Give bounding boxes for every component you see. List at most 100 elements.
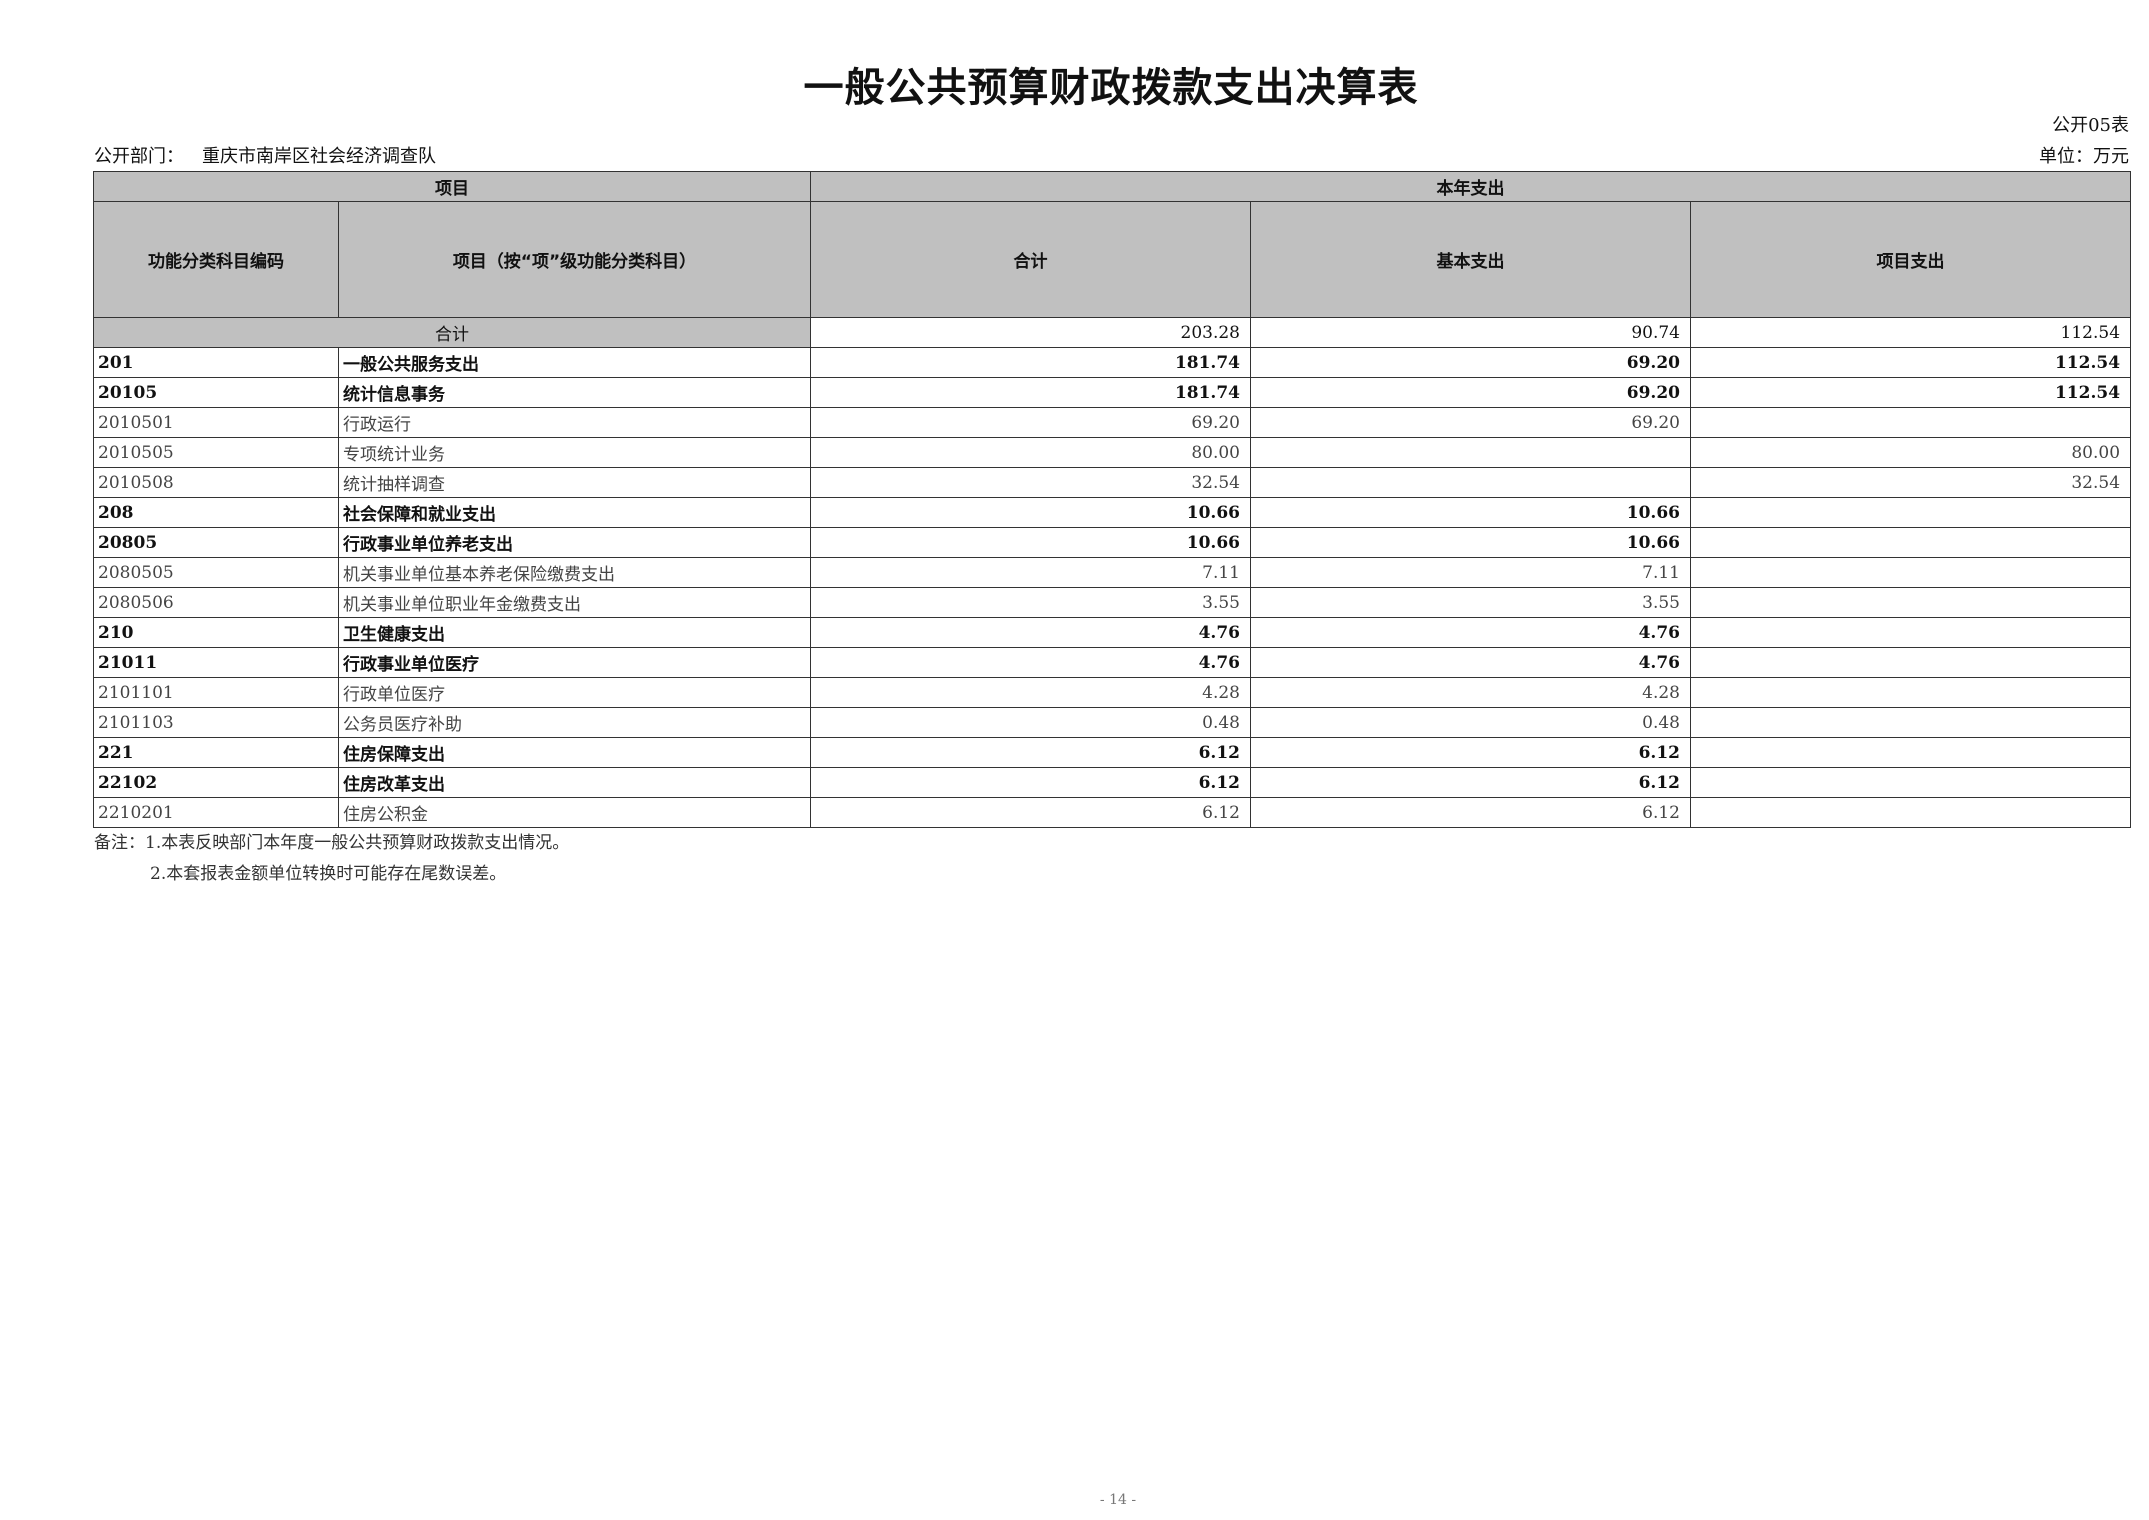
row-basic: 6.12 [1250,737,1691,768]
row-total: 4.76 [810,647,1251,678]
row-name: 卫生健康支出 [338,617,811,648]
row-basic: 7.11 [1250,557,1691,588]
note-2: 2.本套报表金额单位转换时可能存在尾数误差。 [150,864,507,884]
row-name: 住房保障支出 [338,737,811,768]
row-total: 7.11 [810,557,1251,588]
row-code: 2080505 [93,557,339,588]
row-total: 181.74 [810,347,1251,378]
row-total: 69.20 [810,407,1251,438]
row-name: 行政单位医疗 [338,677,811,708]
row-project [1689,707,2132,738]
row-basic: 4.76 [1250,647,1691,678]
row-name: 机关事业单位职业年金缴费支出 [338,587,811,618]
row-total: 10.66 [810,527,1251,558]
row-basic: 0.48 [1250,707,1691,738]
header-total: 合计 [810,201,1251,318]
total-label: 合计 [93,317,811,348]
page-title: 一般公共预算财政拨款支出决算表 [803,65,1419,111]
table-row: 2080505 机关事业单位基本养老保险缴费支出 7.11 7.11 [93,557,2132,588]
row-basic: 4.76 [1250,617,1691,648]
unit-label: 单位：万元 [2039,146,2129,167]
total-project: 112.54 [1689,317,2132,348]
row-basic: 3.55 [1250,587,1691,618]
row-code: 21011 [93,647,339,678]
row-name: 行政事业单位医疗 [338,647,811,678]
row-code: 201 [93,347,339,378]
row-project [1689,557,2132,588]
row-total: 6.12 [810,737,1251,768]
department-label: 公开部门： [94,146,184,167]
row-code: 2101103 [93,707,339,738]
row-basic: 69.20 [1250,407,1691,438]
table-row: 201 一般公共服务支出 181.74 69.20 112.54 [93,347,2132,378]
table-row: 2101101 行政单位医疗 4.28 4.28 [93,677,2132,708]
note-1: 备注：1.本表反映部门本年度一般公共预算财政拨款支出情况。 [94,833,570,853]
header-row-1: 项目 本年支出 [93,171,2132,202]
row-project: 80.00 [1689,437,2132,468]
row-name: 统计信息事务 [338,377,811,408]
row-code: 22102 [93,767,339,798]
row-code: 2010505 [93,437,339,468]
row-total: 6.12 [810,767,1251,798]
total-row: 合计 203.28 90.74 112.54 [93,317,2132,348]
row-basic: 10.66 [1250,497,1691,528]
row-project [1689,797,2132,828]
row-project [1689,737,2132,768]
table-row: 2010501 行政运行 69.20 69.20 [93,407,2132,438]
row-name: 统计抽样调查 [338,467,811,498]
row-code: 208 [93,497,339,528]
row-basic: 10.66 [1250,527,1691,558]
table-row: 22102 住房改革支出 6.12 6.12 [93,767,2132,798]
row-total: 80.00 [810,437,1251,468]
table-row: 2080506 机关事业单位职业年金缴费支出 3.55 3.55 [93,587,2132,618]
department-name: 重庆市南岸区社会经济调查队 [202,146,436,167]
notes: 备注：1.本表反映部门本年度一般公共预算财政拨款支出情况。 2.本套报表金额单位… [94,828,569,890]
row-project [1689,677,2132,708]
row-project: 112.54 [1689,377,2132,408]
expenditure-table: 项目 本年支出 功能分类科目编码 项目（按“项”级功能分类科目） 合计 基本支出… [93,171,2132,828]
row-basic [1250,467,1691,498]
row-code: 2080506 [93,587,339,618]
row-name: 住房改革支出 [338,767,811,798]
row-basic: 6.12 [1250,767,1691,798]
row-name: 公务员医疗补助 [338,707,811,738]
row-name: 机关事业单位基本养老保险缴费支出 [338,557,811,588]
table-row: 208 社会保障和就业支出 10.66 10.66 [93,497,2132,528]
header-current-year: 本年支出 [809,171,2132,202]
row-project: 112.54 [1689,347,2132,378]
row-total: 181.74 [810,377,1251,408]
total-basic: 90.74 [1250,317,1691,348]
row-code: 210 [93,617,339,648]
table-number: 公开05表 [2052,115,2129,136]
row-basic: 4.28 [1250,677,1691,708]
row-code: 221 [93,737,339,768]
row-code: 2010501 [93,407,339,438]
row-basic [1250,437,1691,468]
department: 公开部门： 重庆市南岸区社会经济调查队 [94,142,436,168]
row-project [1689,407,2132,438]
table-row: 21011 行政事业单位医疗 4.76 4.76 [93,647,2132,678]
row-project [1689,767,2132,798]
header-project: 项目支出 [1689,201,2132,318]
table-row: 2210201 住房公积金 6.12 6.12 [93,797,2132,828]
total-amount: 203.28 [810,317,1251,348]
row-name: 行政运行 [338,407,811,438]
row-name: 专项统计业务 [338,437,811,468]
row-code: 2210201 [93,797,339,828]
row-total: 4.76 [810,617,1251,648]
row-total: 6.12 [810,797,1251,828]
row-name: 行政事业单位养老支出 [338,527,811,558]
row-total: 10.66 [810,497,1251,528]
row-code: 20105 [93,377,339,408]
row-total: 3.55 [810,587,1251,618]
row-basic: 6.12 [1250,797,1691,828]
row-project [1689,527,2132,558]
row-name: 一般公共服务支出 [338,347,811,378]
header-basic: 基本支出 [1250,201,1691,318]
table-row: 2010508 统计抽样调查 32.54 32.54 [93,467,2132,498]
row-project [1689,647,2132,678]
row-total: 0.48 [810,707,1251,738]
row-total: 32.54 [810,467,1251,498]
row-basic: 69.20 [1250,377,1691,408]
row-name: 住房公积金 [338,797,811,828]
